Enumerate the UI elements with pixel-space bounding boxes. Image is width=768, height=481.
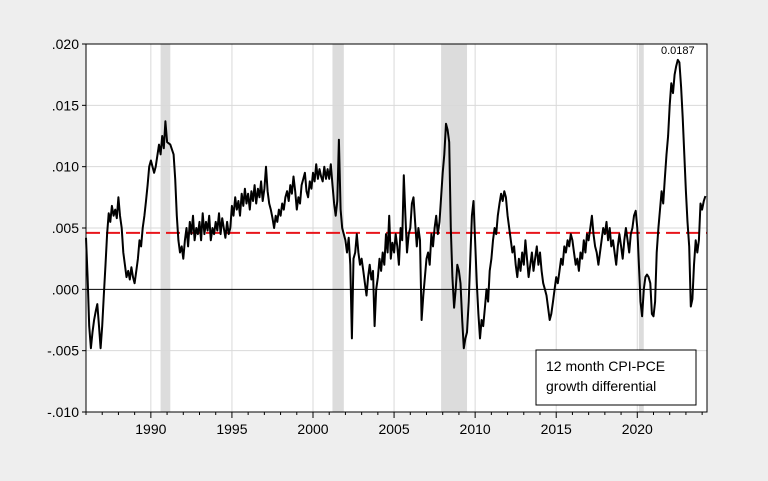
series-line: [85, 58, 707, 350]
annotations: 0.0187: [661, 45, 695, 57]
legend-line-1: growth differential: [546, 378, 656, 394]
annotation-0: 0.0187: [661, 45, 695, 57]
x-tick-label-6: 2020: [622, 421, 653, 437]
y-tick-label-2: .000: [52, 281, 79, 297]
legend: 12 month CPI-PCE growth differential: [535, 349, 697, 406]
y-tick-label-1: -.005: [47, 343, 79, 359]
y-tick-label-0: -.010: [47, 404, 79, 420]
legend-line-0: 12 month CPI-PCE: [546, 358, 665, 374]
y-tick-label-5: .015: [52, 97, 79, 113]
axis-ticks: -.010 -.005 .000 .005 .010 .015 .020 1990 1995 20…: [47, 36, 703, 437]
x-tick-label-3: 2005: [378, 421, 409, 437]
x-tick-label-2: 2000: [297, 421, 328, 437]
x-tick-label-1: 1995: [216, 421, 247, 437]
y-tick-label-3: .005: [52, 220, 79, 236]
x-tick-label-4: 2010: [460, 421, 491, 437]
y-tick-label-4: .010: [52, 159, 79, 175]
x-tick-label-0: 1990: [135, 421, 166, 437]
legend-box: [535, 349, 697, 406]
y-tick-label-6: .020: [52, 36, 79, 52]
x-tick-label-5: 2015: [541, 421, 572, 437]
